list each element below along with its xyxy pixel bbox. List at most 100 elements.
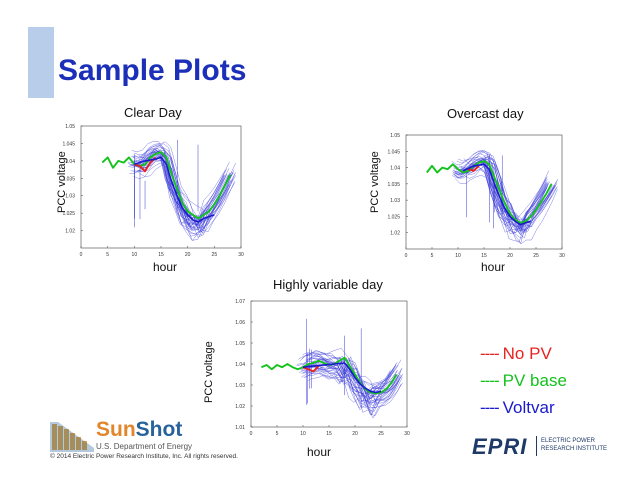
y-tick-label: 1.05 bbox=[65, 124, 75, 130]
x-tick-label: 30 bbox=[559, 253, 565, 259]
sunshot-rays-icon bbox=[50, 422, 94, 452]
ensemble-trace bbox=[136, 143, 233, 222]
title-accent-block bbox=[28, 27, 54, 98]
epri-logo: EPRI ELECTRIC POWER RESEARCH INSTITUTE bbox=[472, 434, 607, 459]
y-tick-label: 1.02 bbox=[235, 404, 245, 410]
x-tick-label: 25 bbox=[533, 253, 539, 259]
chart-highly-variable-day: 0 5 10 15 20 25 30 1.01 1.02 1.03 1.04 1.05 1.06 1.07 bbox=[235, 299, 410, 437]
epri-tagline: ELECTRIC POWER RESEARCH INSTITUTE bbox=[541, 438, 608, 452]
ensemble-trace bbox=[139, 160, 236, 234]
x-tick-label: 25 bbox=[378, 431, 384, 437]
series-line-pv-base bbox=[101, 151, 232, 220]
xlabel-clear-day: hour bbox=[153, 260, 178, 274]
series-line-voltvar bbox=[134, 156, 215, 223]
x-tick-label: 15 bbox=[326, 431, 332, 437]
x-tick-label: 10 bbox=[455, 253, 461, 259]
x-tick-label: 10 bbox=[300, 431, 306, 437]
xlabel-highly-variable-day: hour bbox=[307, 445, 332, 459]
x-tick-label: 15 bbox=[481, 253, 487, 259]
x-tick-label: 10 bbox=[132, 252, 138, 258]
sunshot-logo: SunShot U.S. Department of Energy bbox=[50, 418, 220, 452]
x-tick-label: 0 bbox=[80, 252, 83, 258]
plot-title-overcast-day: Overcast day bbox=[447, 106, 524, 121]
series-line-pv-base bbox=[426, 160, 553, 224]
series-line-no-pv bbox=[302, 365, 320, 373]
y-tick-label: 1.03 bbox=[390, 198, 400, 204]
x-tick-label: 20 bbox=[507, 253, 513, 259]
ensemble-trace bbox=[458, 149, 552, 236]
ensemble-trace bbox=[301, 365, 396, 400]
y-tick-label: 1.04 bbox=[390, 166, 400, 172]
ensemble-trace bbox=[138, 141, 235, 220]
y-tick-label: 1.035 bbox=[62, 176, 75, 182]
ensemble-trace bbox=[463, 164, 558, 233]
ylabel-highly-variable-day: PCC voltage bbox=[203, 341, 215, 403]
x-tick-label: 30 bbox=[404, 431, 410, 437]
y-tick-label: 1.02 bbox=[65, 229, 75, 235]
chart-overcast-day: 0 5 10 15 20 25 30 1.02 1.025 1.03 1.035 1.04 1.045 1… bbox=[387, 133, 565, 259]
x-tick-label: 5 bbox=[276, 431, 279, 437]
ensemble-trace bbox=[456, 150, 551, 239]
plot-frame bbox=[405, 134, 563, 250]
y-tick-label: 1.035 bbox=[387, 182, 400, 188]
ensemble-trace bbox=[133, 161, 230, 225]
x-tick-label: 25 bbox=[212, 252, 218, 258]
legend-item-pv-base: ---- PV base bbox=[480, 367, 567, 394]
ensemble-trace bbox=[302, 363, 397, 402]
ensemble-trace bbox=[455, 151, 550, 224]
legend-label-voltvar: Voltvar bbox=[502, 398, 555, 417]
legend-item-voltvar: ---- Voltvar bbox=[480, 394, 567, 421]
x-tick-label: 0 bbox=[250, 431, 253, 437]
y-tick-label: 1.01 bbox=[235, 425, 245, 431]
legend-line-voltvar: ---- bbox=[480, 398, 500, 417]
y-tick-label: 1.02 bbox=[390, 231, 400, 237]
y-tick-label: 1.025 bbox=[387, 214, 400, 220]
legend-item-no-pv: ---- No PV bbox=[480, 340, 567, 367]
x-tick-label: 5 bbox=[431, 253, 434, 259]
series-line-voltvar bbox=[462, 163, 532, 226]
y-tick-label: 1.045 bbox=[387, 149, 400, 155]
copyright-notice: © 2014 Electric Power Research Institute… bbox=[50, 453, 238, 460]
x-tick-label: 20 bbox=[352, 431, 358, 437]
chart-clear-day: 0 5 10 15 20 25 30 1.02 1.025 1.03 1.035 1.04 1.045 1… bbox=[62, 124, 244, 258]
legend-line-no-pv: ---- bbox=[480, 344, 500, 363]
epri-divider bbox=[536, 436, 537, 456]
y-tick-label: 1.03 bbox=[65, 194, 75, 200]
legend-label-pv-base: PV base bbox=[502, 371, 567, 390]
ensemble-trace bbox=[132, 156, 229, 237]
slide-title: Sample Plots bbox=[58, 54, 247, 87]
epri-wordmark: EPRI bbox=[472, 434, 528, 459]
ensemble-trace bbox=[452, 167, 547, 229]
y-tick-label: 1.06 bbox=[235, 320, 245, 326]
x-tick-label: 30 bbox=[238, 252, 244, 258]
series-line-no-pv bbox=[468, 165, 480, 172]
sunshot-wordmark: SunShot bbox=[96, 418, 183, 441]
ensemble-trace bbox=[308, 352, 403, 404]
y-tick-label: 1.04 bbox=[235, 362, 245, 368]
sunshot-subtitle: U.S. Department of Energy bbox=[96, 442, 193, 451]
xlabel-overcast-day: hour bbox=[481, 260, 506, 274]
series-line-voltvar bbox=[302, 362, 382, 394]
x-tick-label: 0 bbox=[405, 253, 408, 259]
x-tick-label: 5 bbox=[106, 252, 109, 258]
plot-frame bbox=[80, 125, 242, 249]
legend: ---- No PV ---- PV base ---- Voltvar bbox=[480, 340, 567, 421]
ensemble-trace bbox=[464, 162, 559, 228]
plot-title-highly-variable-day: Highly variable day bbox=[273, 277, 383, 292]
y-tick-label: 1.025 bbox=[62, 211, 75, 217]
series-line-no-pv bbox=[133, 156, 157, 173]
plot-title-clear-day: Clear Day bbox=[124, 105, 182, 120]
legend-line-pv-base: ---- bbox=[480, 371, 500, 390]
ensemble-trace bbox=[132, 150, 229, 225]
x-tick-label: 20 bbox=[185, 252, 191, 258]
ensemble-trace bbox=[128, 151, 225, 226]
ensemble-trace bbox=[138, 150, 235, 232]
x-tick-label: 15 bbox=[158, 252, 164, 258]
y-tick-label: 1.05 bbox=[235, 341, 245, 347]
ensemble-trace bbox=[306, 357, 401, 412]
y-tick-label: 1.04 bbox=[65, 159, 75, 165]
y-tick-label: 1.03 bbox=[235, 383, 245, 389]
y-tick-label: 1.05 bbox=[390, 133, 400, 139]
y-tick-label: 1.07 bbox=[235, 299, 245, 305]
ensemble-trace bbox=[305, 355, 400, 409]
